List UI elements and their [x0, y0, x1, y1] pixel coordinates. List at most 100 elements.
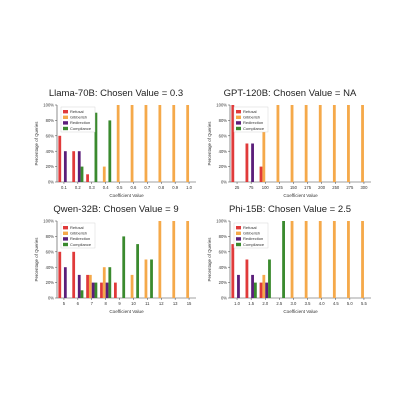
x-tick-label: 0.9: [172, 185, 178, 190]
bar-compliance: [136, 244, 140, 298]
bar-gibberish: [88, 274, 92, 298]
legend-swatch-refusal: [63, 226, 68, 230]
x-tick-label: 0.6: [131, 185, 137, 190]
bar-gibberish: [186, 221, 190, 298]
bar-redirection: [251, 143, 254, 182]
legend-swatch-redirection: [63, 121, 68, 125]
legend-swatch-refusal: [236, 110, 241, 114]
chart-svg: 0% 20% 40% 60% 80% 100% 5 6 7 8 9 10 11 12 13 15 Coeffic…: [34, 219, 196, 314]
legend-swatch-refusal: [63, 110, 68, 114]
legend-swatch-gibberish: [63, 231, 68, 235]
bar-compliance: [122, 236, 126, 298]
x-tick-label: 5.0: [347, 301, 353, 306]
legend-swatch-gibberish: [63, 115, 68, 119]
y-tick-label: 80%: [219, 234, 228, 239]
bar-gibberish: [361, 105, 364, 182]
legend-label: Refusal: [243, 109, 257, 114]
y-tick-label: 60%: [46, 249, 55, 254]
legend-swatch-refusal: [236, 226, 241, 230]
bar-gibberish: [318, 105, 322, 182]
bar-compliance: [80, 290, 84, 298]
bar-refusal: [245, 259, 249, 298]
y-tick-label: 80%: [46, 118, 55, 123]
x-tick-label: 1.5: [248, 301, 254, 306]
x-tick-label: 0.1: [61, 185, 67, 190]
legend-swatch-gibberish: [236, 115, 241, 119]
x-tick-label: 0.4: [103, 185, 109, 190]
x-tick-label: 275: [346, 185, 354, 190]
y-axis-label: Percentage of Queries: [207, 237, 212, 282]
y-tick-label: 80%: [219, 118, 228, 123]
y-tick-label: 0%: [48, 180, 54, 185]
x-tick-label: 0.7: [144, 185, 150, 190]
x-tick-label: 200: [318, 185, 326, 190]
bar-refusal: [72, 151, 76, 182]
bar-compliance: [150, 259, 153, 298]
legend-label: Compliance: [243, 126, 265, 131]
legend-label: Compliance: [70, 242, 92, 247]
legend-swatch-redirection: [63, 237, 68, 241]
chart-title: Llama-70B: Chosen Value = 0.3: [48, 88, 184, 99]
bar-compliance: [108, 120, 112, 182]
chart-svg: 0% 20% 40% 60% 80% 100% 25 75 100 125 150 175 200 250…: [207, 103, 371, 198]
bar-refusal: [100, 282, 103, 298]
x-tick-label: 1.0: [186, 185, 192, 190]
x-tick-label: 300: [360, 185, 368, 190]
chart-title: GPT-120B: Chosen Value = NA: [223, 88, 357, 99]
bar-gibberish: [304, 221, 308, 298]
bar-redirection: [77, 274, 81, 298]
y-tick-label: 0%: [221, 296, 227, 301]
chart-panel-qwen: Qwen-32B: Chosen Value = 9 0% 20% 40% 60% 80…: [31, 203, 201, 316]
x-tick-label: 13: [173, 301, 178, 306]
bar-refusal: [58, 135, 62, 182]
bar-refusal: [58, 251, 62, 298]
legend-label: Compliance: [70, 126, 92, 131]
x-tick-label: 0.8: [158, 185, 164, 190]
x-axis-label: Coefficient Value: [283, 193, 318, 198]
chart-panel-phi: Phi-15B: Chosen Value = 2.5 0% 20% 40% 60% 8…: [204, 203, 376, 316]
x-axis-label: Coefficient Value: [109, 193, 144, 198]
bar-compliance: [94, 282, 98, 298]
y-axis-label: Percentage of Queries: [34, 121, 39, 166]
bar-gibberish: [172, 221, 176, 298]
x-tick-label: 4.0: [319, 301, 325, 306]
legend-label: Gibberish: [70, 231, 87, 236]
y-tick-label: 40%: [46, 149, 55, 154]
x-tick-label: 1.0: [234, 301, 240, 306]
x-tick-label: 9: [118, 301, 121, 306]
x-tick-label: 5: [63, 301, 66, 306]
legend-swatch-redirection: [236, 121, 241, 125]
bar-gibberish: [347, 105, 350, 182]
legend-swatch-compliance: [63, 126, 68, 131]
legend-swatch-compliance: [236, 126, 241, 131]
bar-redirection: [63, 151, 67, 182]
legend-swatch-gibberish: [236, 231, 241, 235]
bar-compliance: [268, 259, 271, 298]
x-axis-label: Coefficient Value: [283, 309, 318, 314]
bar-refusal: [86, 274, 89, 298]
bar-gibberish: [361, 221, 364, 298]
bar-gibberish: [130, 105, 134, 182]
bar-redirection: [237, 274, 240, 298]
y-tick-label: 20%: [219, 280, 228, 285]
y-tick-label: 0%: [221, 180, 227, 185]
legend-label: Redirection: [243, 120, 263, 125]
bar-gibberish: [130, 274, 134, 298]
bar-refusal: [259, 166, 263, 182]
x-tick-label: 5.5: [361, 301, 367, 306]
x-tick-label: 8: [104, 301, 107, 306]
bar-gibberish: [276, 105, 280, 182]
bar-redirection: [77, 151, 81, 182]
x-tick-label: 250: [332, 185, 340, 190]
y-tick-label: 100%: [216, 219, 227, 224]
legend-label: Redirection: [243, 236, 263, 241]
bar-redirection: [91, 282, 95, 298]
y-tick-label: 40%: [219, 265, 228, 270]
bar-gibberish: [290, 105, 294, 182]
bar-refusal: [86, 174, 89, 182]
legend-label: Refusal: [70, 225, 84, 230]
